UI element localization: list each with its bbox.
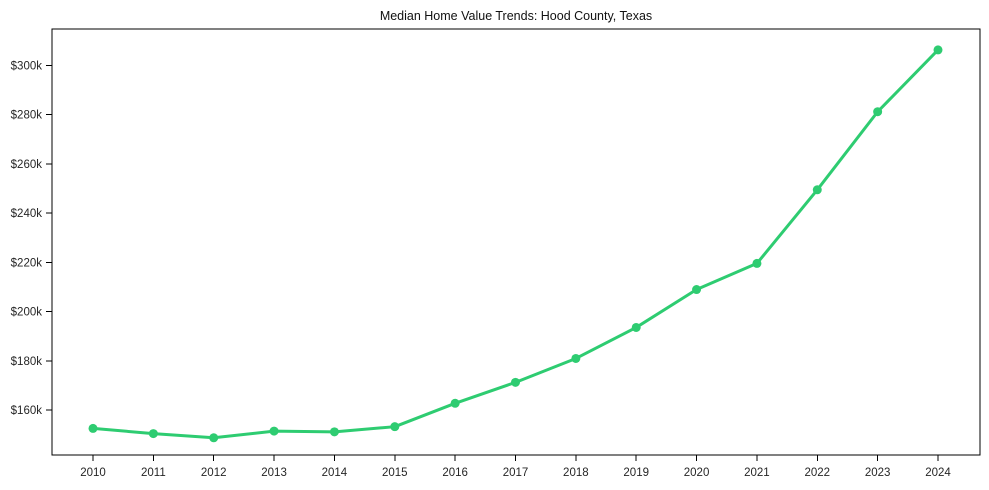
y-tick-label: $240k — [11, 208, 43, 220]
x-tick-label: 2019 — [623, 467, 649, 479]
data-point-2016 — [450, 398, 460, 408]
x-tick-label: 2023 — [865, 467, 891, 479]
data-point-2022 — [812, 185, 822, 195]
y-axis: $160k $180k $200k $220k $240k $260k $280k $300k — [11, 60, 52, 417]
x-tick-label: 2013 — [261, 467, 287, 479]
x-tick-label: 2024 — [925, 467, 951, 479]
x-tick-label: 2011 — [141, 467, 166, 479]
x-tick-label: 2021 — [744, 467, 770, 479]
data-point-2014 — [329, 427, 339, 437]
data-point-2024 — [933, 45, 943, 55]
x-tick-label: 2010 — [80, 467, 106, 479]
data-point-2015 — [390, 422, 400, 432]
y-tick-label: $200k — [11, 307, 43, 319]
x-axis: 2010 2011 2012 2013 2014 2015 2016 2017 2018 2019… — [80, 455, 951, 479]
y-tick-label: $160k — [11, 405, 43, 417]
x-tick-label: 2016 — [442, 467, 468, 479]
data-point-2018 — [571, 353, 581, 363]
x-tick-label: 2022 — [804, 467, 830, 479]
chart-title: Median Home Value Trends: Hood County, T… — [380, 9, 652, 23]
x-tick-label: 2012 — [201, 467, 227, 479]
data-point-2010 — [88, 423, 98, 433]
data-point-2020 — [692, 285, 702, 295]
plot-border — [51, 28, 981, 456]
y-tick-label: $220k — [11, 257, 43, 269]
x-tick-label: 2017 — [503, 467, 529, 479]
data-point-2011 — [148, 429, 158, 439]
data-point-2013 — [269, 426, 279, 436]
data-point-2012 — [209, 433, 219, 443]
trend-line-series — [88, 45, 943, 443]
data-point-2023 — [873, 107, 883, 117]
y-tick-label: $260k — [11, 159, 43, 171]
x-tick-label: 2015 — [382, 467, 408, 479]
data-point-2017 — [511, 377, 520, 387]
y-tick-label: $300k — [11, 60, 43, 72]
x-tick-label: 2014 — [322, 467, 348, 479]
x-tick-label: 2018 — [563, 467, 589, 479]
y-tick-label: $180k — [11, 356, 43, 368]
data-point-2019 — [631, 322, 641, 332]
y-tick-label: $280k — [11, 110, 43, 122]
x-tick-label: 2020 — [684, 467, 710, 479]
data-point-2021 — [752, 258, 762, 268]
